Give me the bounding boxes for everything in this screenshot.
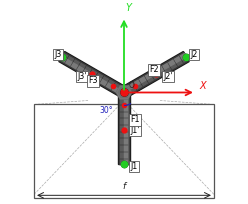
Polygon shape bbox=[121, 92, 127, 164]
Text: F2: F2 bbox=[149, 65, 158, 74]
Polygon shape bbox=[60, 53, 126, 96]
Polygon shape bbox=[122, 52, 189, 97]
Text: J1': J1' bbox=[130, 125, 140, 134]
Polygon shape bbox=[59, 52, 127, 98]
Polygon shape bbox=[116, 86, 132, 99]
Polygon shape bbox=[116, 86, 132, 99]
Polygon shape bbox=[122, 53, 188, 96]
Text: O: O bbox=[128, 81, 134, 90]
Polygon shape bbox=[124, 92, 127, 164]
Text: J3: J3 bbox=[54, 50, 61, 59]
Text: 30°: 30° bbox=[99, 106, 113, 115]
Polygon shape bbox=[122, 54, 186, 93]
Polygon shape bbox=[118, 92, 130, 164]
Text: F1: F1 bbox=[130, 115, 140, 124]
Text: J2': J2' bbox=[163, 72, 173, 81]
Polygon shape bbox=[59, 52, 126, 97]
Text: X: X bbox=[200, 81, 207, 91]
Text: J2: J2 bbox=[190, 50, 198, 59]
Text: J3': J3' bbox=[77, 72, 87, 81]
Text: F3: F3 bbox=[88, 76, 98, 85]
Text: f: f bbox=[123, 182, 125, 191]
Text: J1: J1 bbox=[130, 162, 138, 171]
Bar bbox=[34, 104, 214, 198]
Polygon shape bbox=[121, 52, 189, 98]
Text: Y: Y bbox=[125, 3, 132, 13]
Polygon shape bbox=[119, 92, 129, 164]
Polygon shape bbox=[60, 56, 124, 95]
